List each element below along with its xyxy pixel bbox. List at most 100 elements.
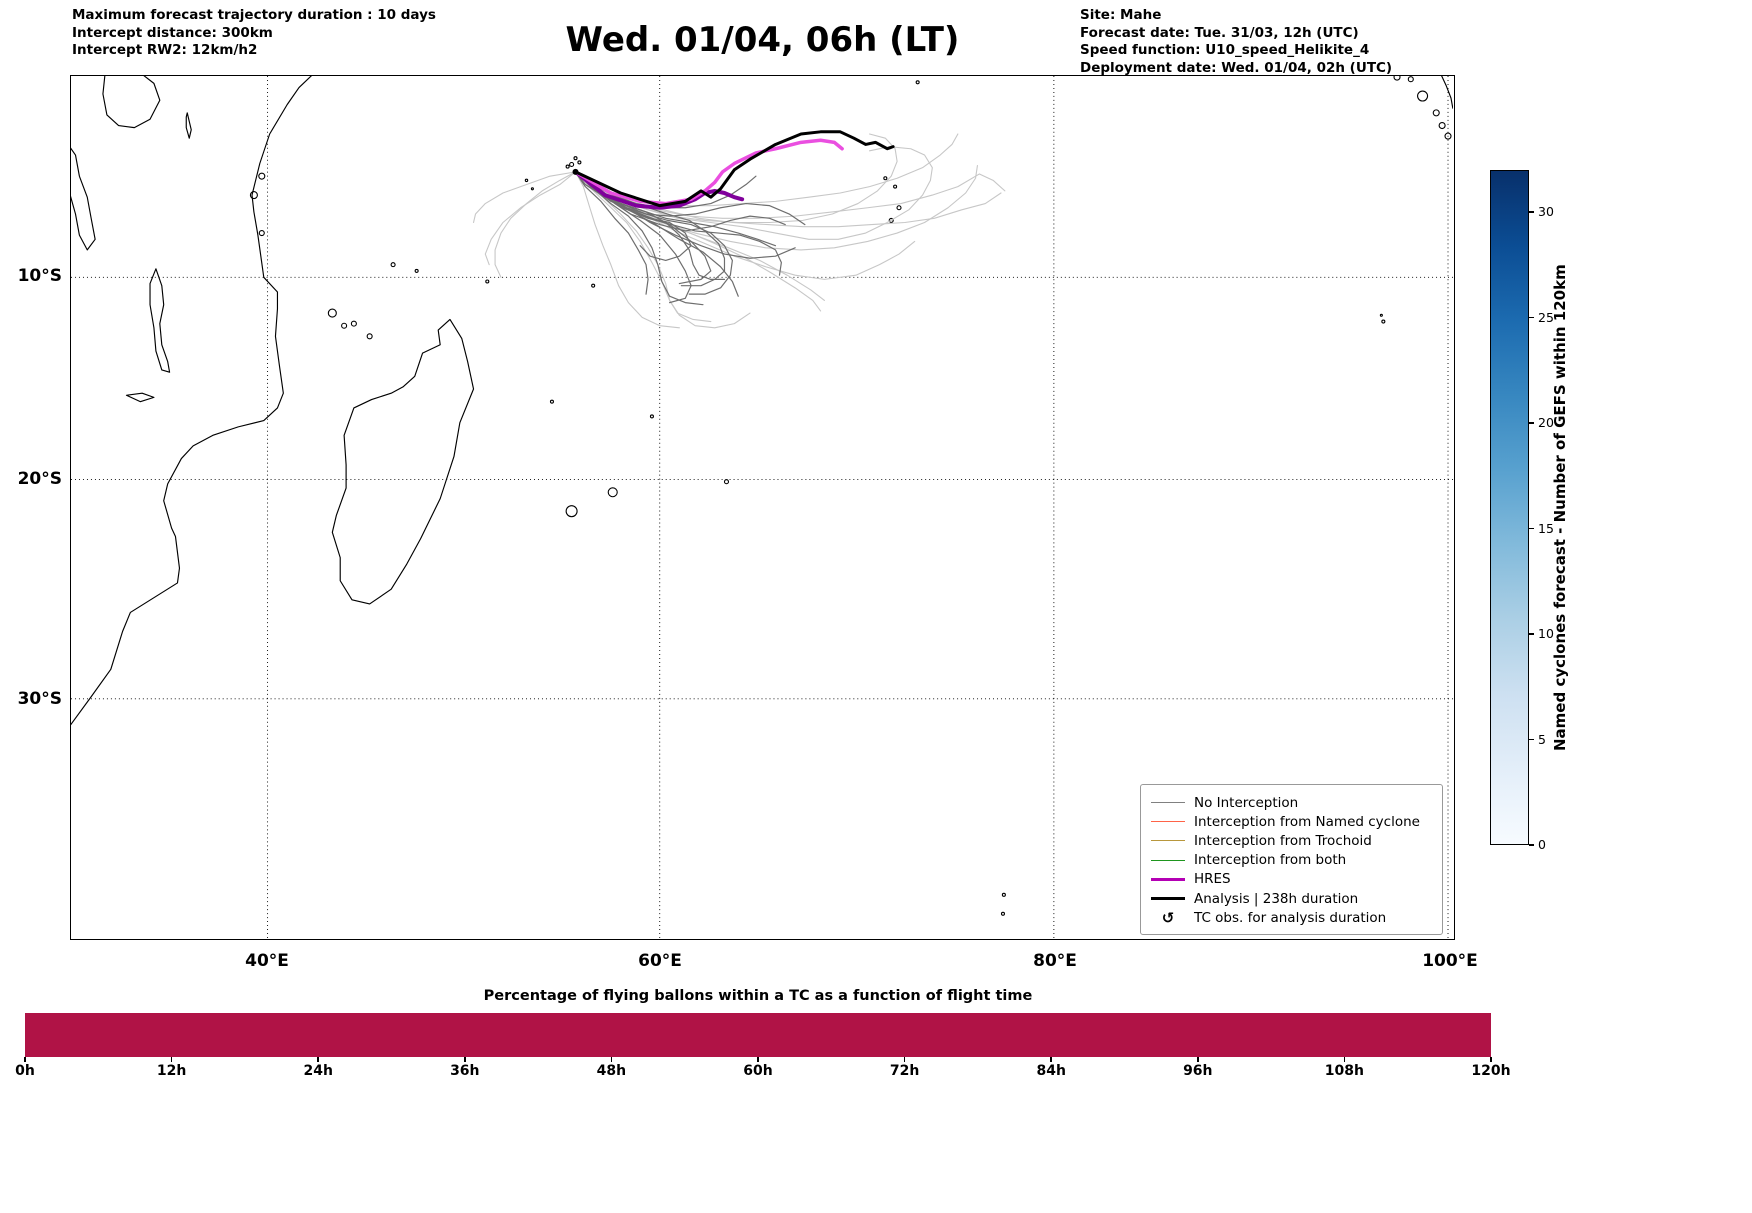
longitude-tick-label: 100°E <box>1422 951 1478 971</box>
trajectory-gefs-ensemble-dark-subset-no-interception- <box>574 171 704 306</box>
coastline-lake-victoria <box>102 76 161 129</box>
speed-function-line: Speed function: U10_speed_Helikite_4 <box>1080 42 1370 58</box>
forecast-config-block: Maximum forecast trajectory duration : 1… <box>72 7 436 60</box>
flight-time-tick <box>1197 1057 1199 1062</box>
island <box>1444 132 1452 140</box>
config-line-duration: Maximum forecast trajectory duration : 1… <box>72 7 436 23</box>
trajectory-gefs-ensemble-light-subset-no-interception- <box>484 171 577 266</box>
flight-time-tick <box>1343 1057 1346 1062</box>
latitude-tick-label: 10°S <box>17 266 62 286</box>
trajectory-gefs-ensemble-light-subset-no-interception- <box>574 171 712 323</box>
flight-time-tick-label: 84h <box>1036 1063 1066 1079</box>
legend-line-swatch <box>1150 877 1186 881</box>
trajectory-gefs-ensemble-dark-subset-no-interception- <box>574 171 733 295</box>
trajectory-gefs-ensemble-light-subset-no-interception- <box>472 171 577 224</box>
flight-time-tick-label: 48h <box>596 1063 627 1079</box>
flight-time-tick <box>464 1057 466 1062</box>
island <box>915 80 920 85</box>
flight-time-tick <box>610 1057 613 1062</box>
island <box>888 217 894 223</box>
island <box>1407 76 1414 83</box>
colorbar-tick-label: 15 <box>1538 520 1554 536</box>
island <box>350 320 357 327</box>
legend-line <box>1151 821 1185 823</box>
island <box>485 279 490 284</box>
trajectory-gefs-ensemble-light-subset-no-interception- <box>574 171 680 329</box>
trajectory-gefs-ensemble-light-subset-no-interception- <box>574 133 959 207</box>
island <box>258 172 266 180</box>
coastline-madagascar <box>331 318 475 605</box>
island <box>524 178 529 183</box>
island <box>896 205 902 211</box>
flight-time-tick-label: 60h <box>743 1063 773 1079</box>
deployment-site-marker <box>572 168 579 175</box>
forecast-date-line: Forecast date: Tue. 31/03, 12h (UTC) <box>1080 24 1359 41</box>
flight-time-tick-label: 24h <box>303 1063 333 1079</box>
flight-time-tick-label: 120h <box>1471 1063 1511 1079</box>
flight-time-tick-label: 72h <box>889 1063 920 1079</box>
tc-percentage-bar <box>25 1013 1491 1057</box>
legend-line-swatch <box>1150 840 1186 842</box>
island <box>1001 892 1006 897</box>
island <box>1000 911 1006 916</box>
colorbar-tick <box>1529 211 1534 213</box>
flight-time-tick <box>903 1057 906 1062</box>
legend-item: ↺ TC obs. for analysis duration <box>1150 908 1433 927</box>
island <box>366 333 373 340</box>
trajectory-gefs-ensemble-dark-subset-no-interception- <box>574 171 649 295</box>
colorbar-tick <box>1529 527 1534 530</box>
flight-time-tick <box>757 1057 759 1062</box>
colorbar-gradient <box>1490 170 1529 845</box>
island <box>530 187 534 191</box>
island <box>327 308 337 318</box>
coastline-africa-east-coast <box>71 76 312 726</box>
legend-item-label: Interception from both <box>1194 852 1347 869</box>
legend-item-label: HRES <box>1194 871 1231 888</box>
flight-time-tick-label: 12h <box>156 1063 187 1079</box>
deployment-date-line: Deployment date: Wed. 01/04, 02h (UTC) <box>1080 59 1393 76</box>
trajectory-hres-early-segment <box>573 169 745 210</box>
island <box>565 164 570 169</box>
island <box>565 505 578 518</box>
latitude-tick-label: 30°S <box>17 689 62 709</box>
island <box>577 160 582 165</box>
island <box>1417 90 1429 102</box>
island <box>723 479 730 485</box>
flight-time-tick <box>317 1057 319 1062</box>
site-line: Site: Mahe <box>1080 7 1162 23</box>
trajectory-gefs-ensemble-light-subset-no-interception- <box>494 171 577 278</box>
trajectory-gefs-ensemble-light-subset-no-interception- <box>574 165 978 251</box>
legend-line <box>1151 840 1185 842</box>
tc-obs-icon: ↺ <box>1161 908 1175 927</box>
coastline-lake-tanganyika <box>71 147 96 251</box>
island <box>569 161 575 168</box>
island <box>1393 76 1401 81</box>
island <box>414 268 419 273</box>
flight-time-tick <box>1050 1057 1052 1062</box>
legend-item: Interception from both <box>1150 851 1433 870</box>
trajectory-gefs-ensemble-dark-subset-no-interception- <box>574 171 692 304</box>
colorbar-tick <box>1529 316 1534 319</box>
coastline-lake-malawi <box>149 268 171 373</box>
flight-time-tick-label: 96h <box>1183 1063 1213 1079</box>
island <box>390 262 396 268</box>
legend-item-label: No Interception <box>1194 794 1299 811</box>
legend-line <box>1151 877 1185 881</box>
island <box>341 322 348 329</box>
legend-line <box>1151 859 1185 861</box>
flight-time-tick-label: 108h <box>1324 1063 1364 1079</box>
legend-item-label: Interception from Named cyclone <box>1194 813 1420 830</box>
legend-item: Interception from Named cyclone <box>1150 812 1433 831</box>
coastline-sumatra-coast <box>1441 76 1453 109</box>
latitude-tick-label: 20°S <box>17 469 62 489</box>
config-line-intercept-distance: Intercept distance: 300km <box>72 24 273 41</box>
island <box>591 283 596 288</box>
flight-time-tick <box>24 1057 26 1062</box>
colorbar-tick <box>1529 738 1534 741</box>
legend-line-swatch <box>1150 821 1186 823</box>
site-info-block: Site: Mahe Forecast date: Tue. 31/03, 12… <box>1080 7 1392 77</box>
legend-line-swatch <box>1150 802 1186 804</box>
longitude-tick-label: 60°E <box>638 951 682 971</box>
legend-line <box>1151 802 1185 804</box>
